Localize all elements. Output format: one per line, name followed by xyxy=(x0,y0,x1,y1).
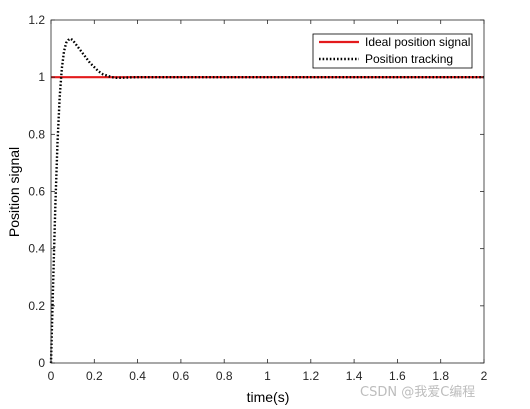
y-tick-label: 0.6 xyxy=(28,185,45,199)
series-line-1 xyxy=(49,37,484,364)
x-tick-label: 1.2 xyxy=(302,369,319,383)
x-tick-label: 0.8 xyxy=(216,369,233,383)
y-axis-label: Position signal xyxy=(6,147,22,237)
y-tick-label: 1.2 xyxy=(28,13,45,27)
legend: Ideal position signal Position tracking xyxy=(312,33,473,69)
axes xyxy=(50,19,485,364)
x-axis-label: time(s) xyxy=(247,389,290,405)
x-tick-label: 0.4 xyxy=(129,369,146,383)
tick-labels: 0 0.2 0.4 0.6 0.8 1 1.2 1.4 1.6 1.8 2 0 0.2 0.4 0.6 0.8… xyxy=(28,13,487,383)
plot-area xyxy=(49,37,484,364)
x-tick-label: 1.4 xyxy=(346,369,363,383)
x-tick-label: 2 xyxy=(481,369,488,383)
y-tick-label: 0.8 xyxy=(28,127,45,141)
legend-box xyxy=(312,33,473,69)
watermark: CSDN @我爱C编程 xyxy=(360,385,475,400)
x-tick-label: 1.6 xyxy=(389,369,406,383)
x-tick-label: 1 xyxy=(264,369,271,383)
x-tick-label: 1.8 xyxy=(432,369,449,383)
y-tick-label: 0.4 xyxy=(28,242,45,256)
y-tick-label: 1 xyxy=(38,70,45,84)
legend-label-tracking: Position tracking xyxy=(365,52,453,66)
x-tick-label: 0.6 xyxy=(173,369,190,383)
legend-label-ideal: Ideal position signal xyxy=(365,35,470,49)
x-tick-label: 0.2 xyxy=(86,369,103,383)
x-tick-label: 0 xyxy=(48,369,55,383)
y-tick-label: 0.2 xyxy=(28,299,45,313)
y-tick-label: 0 xyxy=(38,356,45,370)
